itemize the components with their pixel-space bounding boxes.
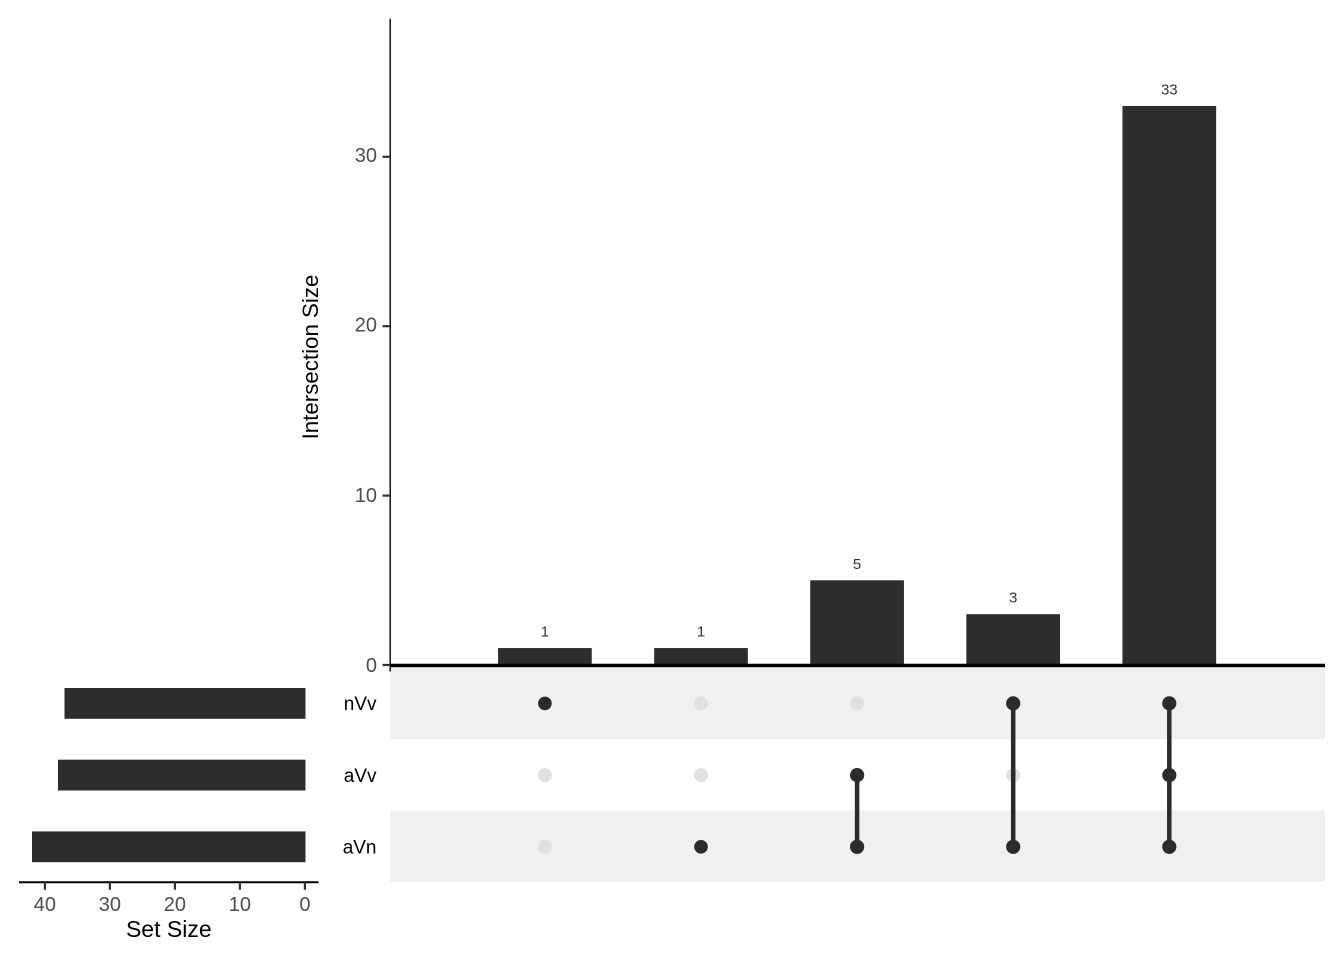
svg-text:40: 40 — [34, 894, 56, 916]
svg-text:10: 10 — [355, 485, 377, 507]
svg-text:nVv: nVv — [344, 694, 377, 715]
svg-text:5: 5 — [853, 556, 861, 573]
svg-text:30: 30 — [355, 145, 377, 167]
svg-text:1: 1 — [541, 624, 549, 641]
svg-text:20: 20 — [355, 315, 377, 337]
svg-text:1: 1 — [697, 624, 705, 641]
svg-text:Intersection Size: Intersection Size — [298, 275, 323, 440]
svg-text:20: 20 — [164, 894, 186, 916]
svg-text:0: 0 — [299, 894, 310, 916]
svg-text:33: 33 — [1161, 82, 1178, 99]
svg-text:aVn: aVn — [343, 838, 377, 859]
svg-text:10: 10 — [229, 894, 251, 916]
svg-text:3: 3 — [1009, 590, 1017, 607]
svg-text:0: 0 — [366, 655, 377, 677]
svg-text:30: 30 — [99, 894, 121, 916]
svg-text:aVv: aVv — [344, 766, 377, 787]
svg-text:Set Size: Set Size — [126, 916, 212, 942]
